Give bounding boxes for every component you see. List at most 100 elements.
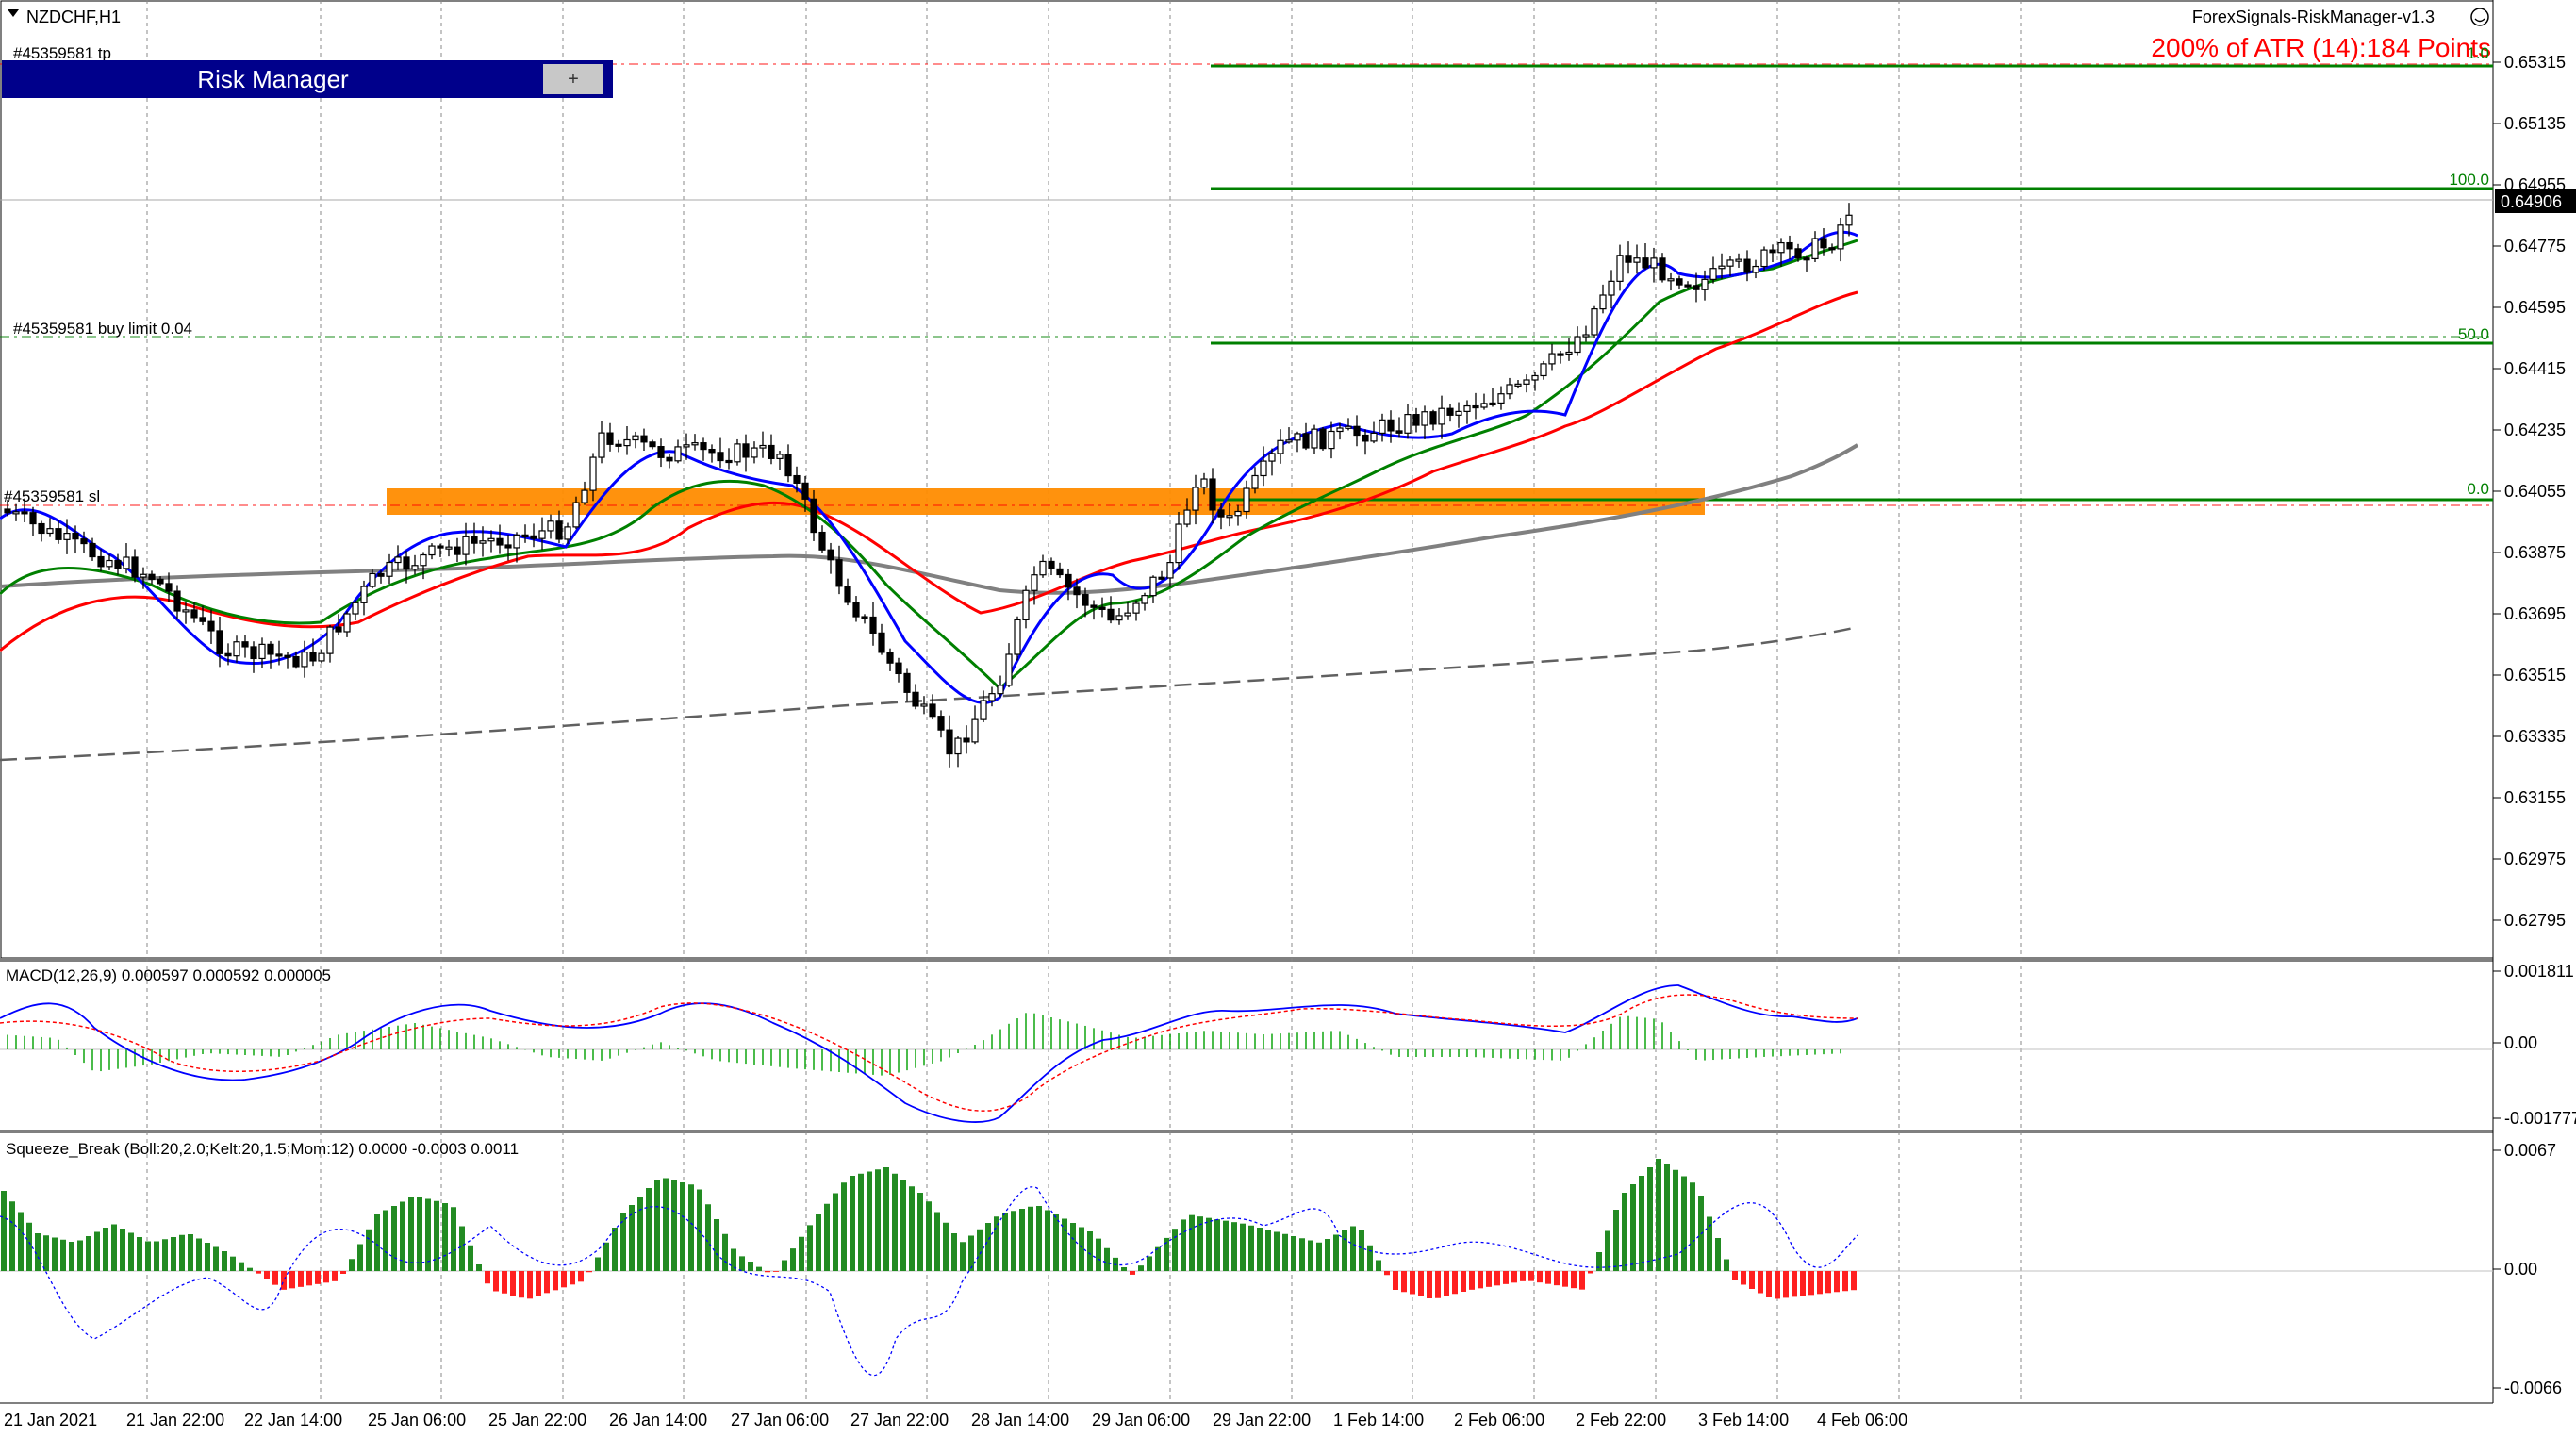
candle-body [997,685,1004,695]
squeeze-bar [1817,1271,1823,1295]
candle-body [377,572,385,577]
squeeze-bar [1189,1214,1195,1271]
candle-body [140,573,147,578]
squeeze-bar [145,1241,151,1271]
candle-body [1480,403,1488,408]
squeeze-bar [1656,1159,1661,1271]
candle-body [1684,284,1692,288]
candle-body [21,511,28,515]
candle-body [1192,487,1199,511]
symbol-label: NZDCHF,H1 [26,8,121,26]
candle-body [1574,336,1581,354]
squeeze-bar [1537,1271,1543,1283]
squeeze-bar [451,1207,456,1271]
candle-body [72,533,79,540]
candle-body [1319,428,1327,450]
squeeze-bar [1571,1271,1577,1289]
candle-body [564,526,571,540]
squeeze-bar [1172,1229,1178,1271]
candle-body [581,489,588,503]
squeeze-bar [1019,1209,1025,1271]
current-price-label: 0.64906 [2501,192,2562,211]
squeeze-axis-label: 0.00 [2504,1260,2537,1279]
squeeze-bar [1079,1227,1084,1271]
candle-body [148,573,156,580]
candle-body [38,522,45,535]
squeeze-bar [867,1171,872,1271]
squeeze-bar [1800,1271,1806,1296]
squeeze-bar [1121,1267,1127,1271]
candle-body [1743,258,1751,273]
candle-body [1251,474,1259,489]
candle-body [1438,407,1445,425]
candle-body [513,534,520,549]
squeeze-bar [1452,1271,1458,1295]
candle-body [1345,425,1352,429]
candle-body [80,538,88,545]
candle-body [1446,407,1454,416]
squeeze-bar [680,1182,685,1271]
risk-manager-expand-button[interactable]: + [543,64,603,94]
candle-body [725,459,733,464]
squeeze-bar [875,1169,881,1271]
squeeze-bar [1401,1271,1407,1293]
squeeze-histogram [1,1159,1857,1299]
candle-body [1387,419,1395,432]
candle-body [123,556,130,569]
squeeze-bar [909,1186,915,1271]
candle-body [1506,384,1513,395]
time-axis-label: 3 Feb 14:00 [1698,1411,1789,1429]
candle-body [1362,434,1369,442]
squeeze-bar [1308,1240,1313,1271]
candle-body [598,432,605,458]
squeeze-bar [1766,1271,1772,1297]
squeeze-bar [1181,1219,1186,1271]
squeeze-bar [1562,1271,1568,1287]
squeeze-bar [442,1203,448,1271]
candle-body [1608,280,1615,296]
macd-label: MACD(12,26,9) 0.000597 0.000592 0.000005 [6,966,331,984]
squeeze-bar [1316,1242,1322,1271]
squeeze-bar [1486,1271,1492,1287]
risk-manager-panel[interactable]: Risk Manager + [2,60,613,98]
macd-signal-line [0,994,1858,1112]
squeeze-bar [1,1191,7,1271]
squeeze-bar [69,1242,74,1271]
squeeze-bar [43,1235,49,1271]
candle-body [538,530,546,539]
squeeze-bar [654,1180,660,1271]
squeeze-bar [527,1271,533,1299]
squeeze-bar [824,1203,830,1271]
squeeze-bar [1367,1245,1373,1271]
risk-manager-title[interactable]: Risk Manager [197,65,349,93]
squeeze-bar [1715,1238,1721,1271]
candle-body [708,448,716,454]
squeeze-label: Squeeze_Break (Boll:20,2.0;Kelt:20,1.5;M… [6,1140,519,1158]
candle-body [1226,515,1233,519]
candle-body [504,544,512,549]
squeeze-bar [272,1271,278,1285]
candle-body [224,652,232,657]
squeeze-bar [1418,1271,1424,1296]
squeeze-bar [739,1256,745,1271]
candle-body [1260,460,1267,477]
candle-body [106,559,113,568]
squeeze-bar [561,1271,567,1288]
candle-body [1531,374,1539,381]
squeeze-bar [1206,1217,1212,1271]
candle-body [301,652,308,668]
chart-menu-arrow-icon[interactable] [8,9,19,17]
candle-body [1633,257,1641,263]
candle-body [46,528,54,535]
squeeze-bar [1231,1222,1237,1271]
candle-body [1141,595,1148,604]
candle-body [471,536,478,544]
candle-body [886,652,894,664]
squeeze-bar [18,1212,24,1271]
candle-body [157,578,164,585]
candle-body [1039,560,1047,576]
candle-body [403,556,410,570]
squeeze-bar [1223,1220,1229,1271]
squeeze-bar [646,1188,652,1271]
